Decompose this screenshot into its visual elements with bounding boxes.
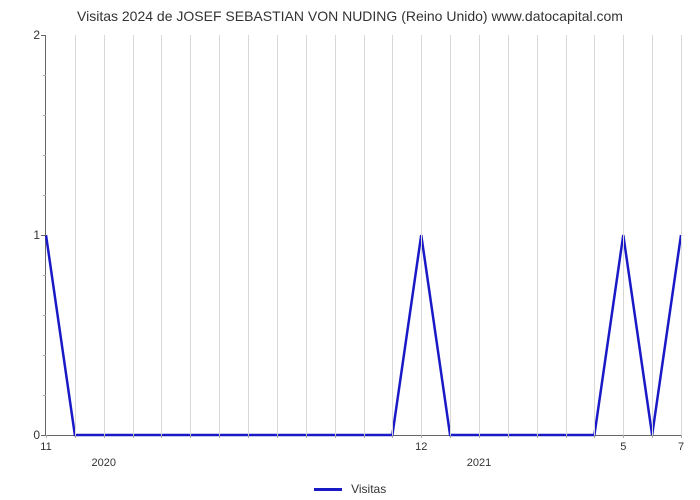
x-minor-tick [364, 435, 365, 438]
x-year-label: 2020 [91, 435, 115, 469]
y-minor-tick [43, 115, 46, 116]
x-minor-tick [248, 435, 249, 438]
gridline [450, 35, 451, 435]
x-minor-tick [392, 435, 393, 438]
x-tick-label: 5 [620, 435, 626, 453]
gridline [335, 35, 336, 435]
gridline [104, 35, 105, 435]
y-minor-tick [43, 395, 46, 396]
gridline [623, 35, 624, 435]
gridline [190, 35, 191, 435]
gridline [421, 35, 422, 435]
y-minor-tick [43, 315, 46, 316]
gridline [537, 35, 538, 435]
gridline [219, 35, 220, 435]
gridline [652, 35, 653, 435]
x-minor-tick [190, 435, 191, 438]
x-minor-tick [219, 435, 220, 438]
chart-container: Visitas 2024 de JOSEF SEBASTIAN VON NUDI… [0, 0, 700, 500]
x-minor-tick [335, 435, 336, 438]
gridline [594, 35, 595, 435]
x-minor-tick [161, 435, 162, 438]
x-year-label: 2021 [467, 435, 491, 469]
gridline [681, 35, 682, 435]
x-minor-tick [537, 435, 538, 438]
gridline [161, 35, 162, 435]
gridline [364, 35, 365, 435]
legend: Visitas [0, 482, 700, 496]
x-tick-label: 12 [415, 435, 427, 453]
gridline [248, 35, 249, 435]
x-minor-tick [566, 435, 567, 438]
x-minor-tick [594, 435, 595, 438]
plot-area: 01211125720202021 [45, 35, 681, 436]
gridline [392, 35, 393, 435]
x-minor-tick [75, 435, 76, 438]
chart-title: Visitas 2024 de JOSEF SEBASTIAN VON NUDI… [0, 0, 700, 24]
gridline [566, 35, 567, 435]
x-minor-tick [306, 435, 307, 438]
gridline [479, 35, 480, 435]
y-minor-tick [43, 75, 46, 76]
legend-swatch [314, 488, 342, 491]
y-tick [41, 235, 46, 236]
y-minor-tick [43, 195, 46, 196]
x-minor-tick [508, 435, 509, 438]
y-minor-tick [43, 275, 46, 276]
x-tick-label: 11 [40, 435, 51, 453]
gridline [306, 35, 307, 435]
x-minor-tick [450, 435, 451, 438]
gridline [133, 35, 134, 435]
legend-label: Visitas [351, 482, 386, 496]
x-minor-tick [652, 435, 653, 438]
gridline [277, 35, 278, 435]
x-minor-tick [277, 435, 278, 438]
y-tick [41, 35, 46, 36]
x-tick-label: 7 [678, 435, 684, 453]
gridline [75, 35, 76, 435]
gridline [508, 35, 509, 435]
y-minor-tick [43, 155, 46, 156]
x-minor-tick [133, 435, 134, 438]
y-minor-tick [43, 355, 46, 356]
